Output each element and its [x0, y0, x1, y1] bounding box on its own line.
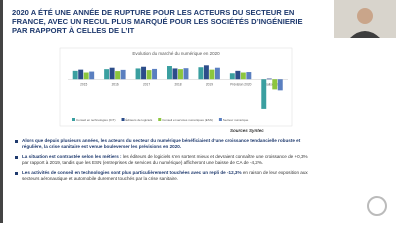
- legend-swatch: [218, 118, 222, 121]
- bar: [115, 71, 121, 80]
- legend-swatch: [72, 118, 75, 121]
- bar: [229, 73, 235, 80]
- bar: [209, 69, 215, 80]
- legend-label: Secteur numérique: [223, 118, 249, 122]
- legend-label: Éditeurs de logiciels: [126, 117, 153, 122]
- x-tick-label: 2016: [112, 82, 119, 86]
- chart-frame: [59, 47, 293, 127]
- legend-swatch: [121, 118, 125, 121]
- bar: [167, 66, 172, 80]
- bullets: Alors que depuis plusieurs années, les a…: [14, 138, 314, 186]
- bar: [83, 72, 89, 80]
- logo: [367, 196, 387, 216]
- chart: Evolution du marché du numérique en 2020…: [59, 0, 396, 216]
- bar: [277, 79, 283, 91]
- bar: [261, 79, 267, 109]
- bar: [89, 71, 95, 80]
- webcam-face: [357, 8, 373, 24]
- bar: [246, 72, 252, 80]
- webcam-body: [350, 31, 380, 38]
- bar: [178, 69, 183, 80]
- legend-label: Conseil et services numériques (ESN): [162, 118, 213, 122]
- bullet: Les activités de conseil en technologies…: [14, 170, 314, 182]
- bar: [240, 72, 246, 80]
- x-tick-label: 2015: [80, 82, 87, 86]
- bar: [235, 70, 241, 80]
- bar: [135, 68, 141, 80]
- source: Sources Syntec: [230, 128, 264, 133]
- bar: [266, 78, 272, 80]
- x-tick-label: 2019: [206, 82, 213, 86]
- bar: [272, 79, 278, 90]
- x-tick-label: 2017: [143, 82, 150, 86]
- bar: [141, 66, 147, 80]
- bar: [120, 69, 126, 80]
- bullet-text: les éditeurs de logiciels s’en sortent m…: [22, 154, 308, 165]
- x-tick-label: 2018: [174, 82, 181, 86]
- bar: [146, 70, 152, 80]
- x-tick-label: Prévision 2020: [230, 82, 251, 86]
- chart-title: Evolution du marché du numérique en 2020: [132, 51, 220, 56]
- bar: [72, 70, 78, 80]
- bar: [203, 65, 209, 80]
- bullet-text: en raison de leur exposition aux secteur…: [22, 170, 308, 181]
- bar: [104, 69, 110, 80]
- bullet: La situation est contrastée selon les mé…: [14, 154, 314, 166]
- legend-swatch: [158, 118, 162, 121]
- bar: [198, 67, 204, 80]
- border: [0, 0, 3, 223]
- screen: 2020 A ÉTÉ UNE ANNÉE DE RUPTURE POUR LES…: [0, 0, 396, 223]
- bar: [214, 67, 220, 80]
- bullet: Alors que depuis plusieurs années, les a…: [14, 138, 314, 150]
- bullet-bold: La situation est contrastée selon les mé…: [22, 154, 122, 159]
- bullet-bold: Alors que depuis plusieurs années, les a…: [22, 138, 301, 149]
- bar: [78, 69, 84, 80]
- bar: [109, 67, 115, 80]
- bullet-bold: Les activités de conseil en technologies…: [22, 170, 242, 175]
- legend-label: Conseil en technologies (ICT): [76, 118, 116, 122]
- bar: [183, 68, 189, 80]
- bar: [172, 68, 178, 80]
- slide-title: 2020 A ÉTÉ UNE ANNÉE DE RUPTURE POUR LES…: [12, 8, 303, 36]
- bar: [152, 68, 158, 80]
